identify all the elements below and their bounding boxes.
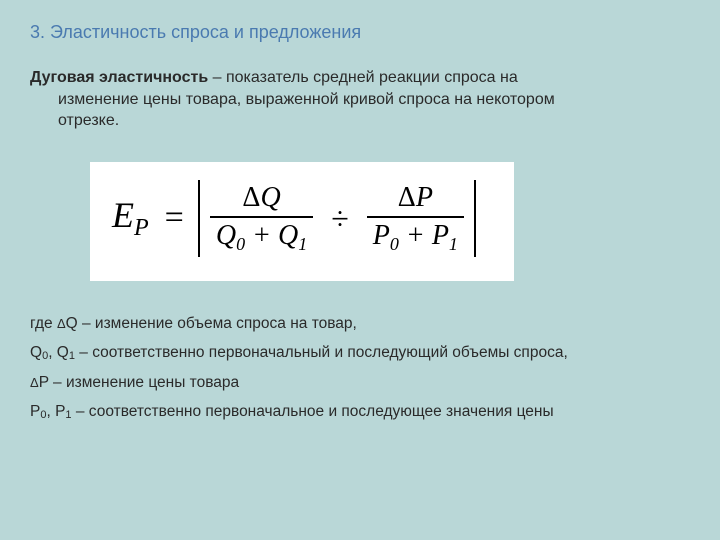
legend-line-4: P0, P1 – соответственно первоначальное и… xyxy=(30,397,690,426)
frac2-P1: P xyxy=(432,220,449,251)
definition-paragraph: Дуговая эластичность – показатель средне… xyxy=(30,67,690,132)
legend2-Q: Q xyxy=(30,344,42,361)
legend4-mid: , P xyxy=(46,403,65,420)
legend2-rest: – соответственно первоначальный и послед… xyxy=(75,344,568,361)
definition-sep: – xyxy=(208,69,226,86)
formula-box: EP = ΔQ Q0 + Q1 ÷ ΔP xyxy=(90,162,514,281)
legend1-where: где xyxy=(30,315,57,332)
frac1-Q: Q xyxy=(260,182,280,213)
frac1-Q1-sub: 1 xyxy=(298,234,307,254)
frac2-P0: P xyxy=(373,220,390,251)
legend4-P: P xyxy=(30,403,40,420)
equals-sign: = xyxy=(165,199,184,237)
frac2-denominator: P0 + P1 xyxy=(367,218,464,257)
frac2-delta: Δ xyxy=(398,182,416,213)
abs-bar-left xyxy=(198,180,200,257)
frac1-Q0-sub: 0 xyxy=(236,234,245,254)
frac2-numerator: ΔP xyxy=(392,180,439,216)
abs-bar-right xyxy=(474,180,476,257)
legend: где ΔQ – изменение объема спроса на това… xyxy=(30,309,690,427)
formula-E-sub: P xyxy=(134,215,149,241)
frac2-P: P xyxy=(416,182,433,213)
frac2-P0-sub: 0 xyxy=(390,234,399,254)
formula: EP = ΔQ Q0 + Q1 ÷ ΔP xyxy=(112,180,480,257)
legend2-mid: , Q xyxy=(48,344,69,361)
frac1-Q0: Q xyxy=(216,220,236,251)
fraction-1: ΔQ Q0 + Q1 xyxy=(210,180,313,257)
definition-line3: отрезке. xyxy=(58,112,119,129)
legend1-delta: Δ xyxy=(57,316,66,331)
legend1-rest: Q – изменение объема спроса на товар, xyxy=(66,315,357,332)
legend-line-1: где ΔQ – изменение объема спроса на това… xyxy=(30,309,690,338)
definition-line2: изменение цены товара, выраженной кривой… xyxy=(58,91,555,108)
frac1-plus: + xyxy=(245,220,278,251)
formula-E: E xyxy=(112,195,134,235)
frac1-delta: Δ xyxy=(242,182,260,213)
definition-line1: показатель средней реакции спроса на xyxy=(226,69,518,86)
frac2-P1-sub: 1 xyxy=(449,234,458,254)
frac1-denominator: Q0 + Q1 xyxy=(210,218,313,257)
frac1-numerator: ΔQ xyxy=(236,180,286,216)
legend-line-2: Q0, Q1 – соответственно первоначальный и… xyxy=(30,338,690,367)
definition-term: Дуговая эластичность xyxy=(30,69,208,86)
legend4-rest: – соответственно первоначальное и послед… xyxy=(72,403,554,420)
fraction-2: ΔP P0 + P1 xyxy=(367,180,464,257)
slide-title: 3. Эластичность спроса и предложения xyxy=(30,22,690,43)
legend-line-3: ΔP – изменение цены товара xyxy=(30,368,690,397)
formula-lhs: EP xyxy=(112,194,149,242)
frac1-Q1: Q xyxy=(278,220,298,251)
legend3-rest: P – изменение цены товара xyxy=(39,374,239,391)
legend3-delta: Δ xyxy=(30,375,39,390)
slide: 3. Эластичность спроса и предложения Дуг… xyxy=(0,0,720,540)
frac2-plus: + xyxy=(399,220,432,251)
formula-container: EP = ΔQ Q0 + Q1 ÷ ΔP xyxy=(90,162,690,281)
division-sign: ÷ xyxy=(331,200,349,237)
